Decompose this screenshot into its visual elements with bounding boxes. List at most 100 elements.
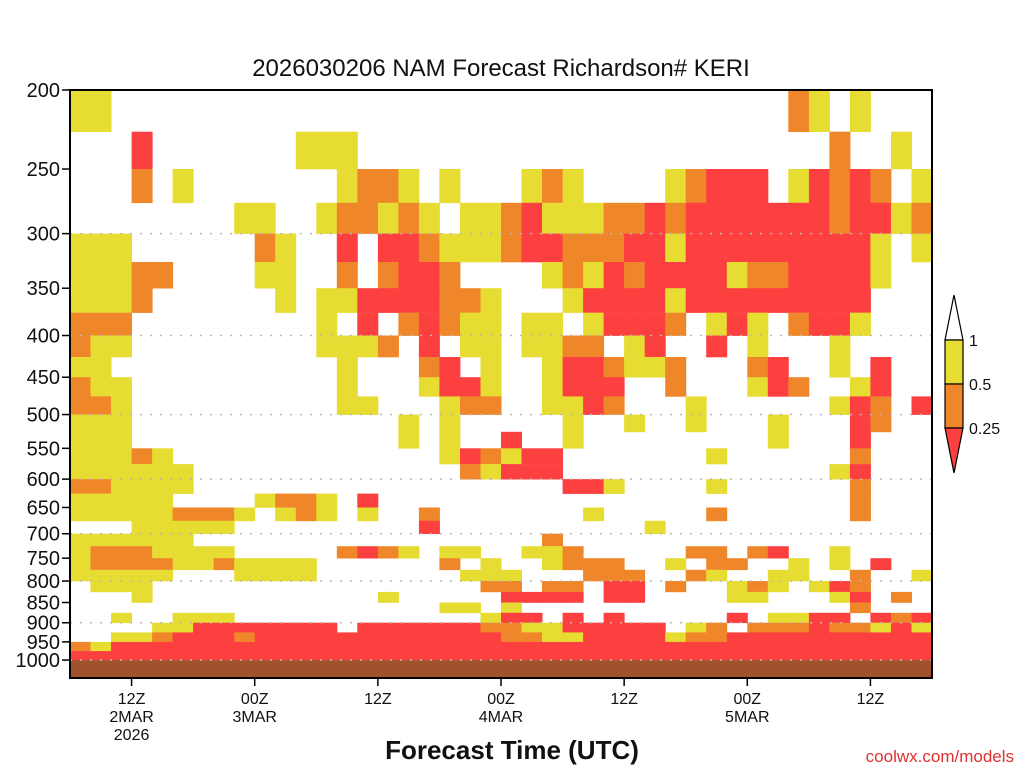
heatmap-cell [90,396,112,415]
heatmap-cell [501,632,522,643]
heatmap-cell [829,335,851,358]
heatmap-cell [193,520,215,534]
heatmap-cell [726,233,748,263]
heatmap-cell [152,448,174,465]
heatmap-cell [501,233,522,263]
heatmap-cell [870,233,892,263]
heatmap-cell [685,169,707,204]
heatmap-cell [90,464,112,480]
heatmap-cell [336,546,358,559]
heatmap-cell [603,591,625,603]
heatmap-cell [562,632,584,643]
heatmap-cell [70,493,91,508]
gridlines [70,232,932,661]
heatmap-cell [685,414,707,433]
heatmap-cell [542,396,563,415]
heatmap-cell [275,651,297,661]
heatmap-cell [90,507,112,522]
heatmap-cell [377,546,399,559]
heatmap-cell [624,233,646,263]
heatmap-cell [603,612,625,624]
heatmap-cell [747,632,769,643]
heatmap-cell [152,464,174,480]
heatmap-cell [357,493,379,508]
heatmap-cell [439,414,461,433]
heatmap-cell [644,335,666,358]
heatmap-cell [152,632,174,643]
heatmap-cell [849,414,871,433]
heatmap-cell [480,464,502,480]
heatmap-cell [726,558,748,571]
heatmap-cell [870,641,892,652]
heatmap-cell [377,632,399,643]
heatmap-cell [70,233,91,263]
heatmap-cell [562,546,584,559]
heatmap-cell [747,288,769,313]
heatmap-cell [849,90,871,132]
heatmap-cells [70,90,933,661]
heatmap-cell [829,464,851,480]
heatmap-cell [398,414,420,433]
heatmap-cell [644,520,666,534]
heatmap-cell [685,546,707,559]
heatmap-cell [254,262,276,289]
heatmap-cell [624,262,646,289]
heatmap-cell [131,131,153,170]
heatmap-cell [849,312,871,336]
heatmap-cell [377,335,399,358]
heatmap-cell [747,262,769,289]
heatmap-cell [418,377,440,397]
heatmap-cell [603,651,625,661]
heatmap-cell [254,493,276,508]
heatmap-cell [111,431,132,449]
heatmap-cell [418,288,440,313]
heatmap-cell [254,622,276,633]
heatmap-cell [911,612,933,624]
heatmap-cell [70,464,91,480]
heatmap-cell [254,641,276,652]
heatmap-cell [152,262,174,289]
heatmap-cell [808,90,830,132]
heatmap-cell [111,533,132,547]
heatmap-cell [685,622,707,633]
heatmap-cell [111,612,132,624]
heatmap-cell [747,581,769,593]
heatmap-cell [501,431,522,449]
heatmap-cell [275,569,297,582]
heatmap-cell [685,288,707,313]
heatmap-cell [583,622,605,633]
heatmap-cell [111,396,132,415]
heatmap-cell [706,233,728,263]
heatmap-cell [234,558,256,571]
heatmap-cell [111,493,132,508]
heatmap-cell [624,335,646,358]
heatmap-cell [624,312,646,336]
heatmap-cell [562,288,584,313]
heatmap-cell [111,288,132,313]
heatmap-cell [583,651,605,661]
legend-above-1-triangle [944,294,964,341]
heatmap-cell [501,612,522,624]
heatmap-cell [747,202,769,234]
x-tick-label: 4MAR [479,709,523,726]
heatmap-cell [131,569,153,582]
heatmap-cell [603,641,625,652]
heatmap-cell [808,202,830,234]
heatmap-cell [603,202,625,234]
y-tick-label: 400 [27,326,60,348]
heatmap-cell [460,641,481,652]
heatmap-cell [131,507,153,522]
heatmap-cell [808,641,830,652]
heatmap-cell [111,507,132,522]
heatmap-cell [911,569,933,582]
heatmap-cell [418,262,440,289]
heatmap-cell [644,233,666,263]
heatmap-cell [131,533,153,547]
x-tick-label: 3MAR [232,709,276,726]
heatmap-cell [172,546,194,559]
watermark: coolwx.com/models [866,747,1014,766]
heatmap-cell [111,233,132,263]
heatmap-cell [460,569,481,582]
heatmap-cell [542,335,563,358]
heatmap-cell [767,357,789,378]
